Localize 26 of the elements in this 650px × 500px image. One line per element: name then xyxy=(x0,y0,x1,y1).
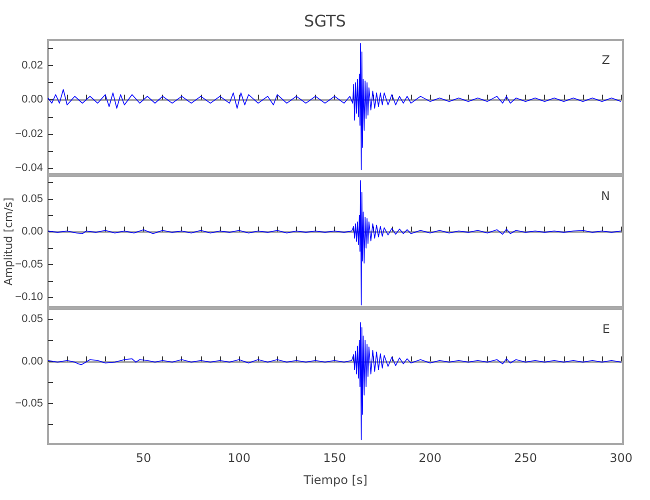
line-series xyxy=(48,43,622,170)
y-tick-label: −0.02 xyxy=(15,128,43,140)
y-tick-label: −0.10 xyxy=(15,291,43,304)
y-tick-label: 0.00 xyxy=(22,226,43,238)
y-tick-label: 0.00 xyxy=(22,355,43,368)
chart-title: SGTS xyxy=(304,12,346,30)
y-tick-label: −0.05 xyxy=(15,258,43,270)
y-axis-title: Amplitud [cm/s] xyxy=(2,198,15,286)
x-tick-label: 100 xyxy=(228,451,250,465)
y-tick-label: 0.00 xyxy=(22,94,43,106)
line-series xyxy=(48,322,622,440)
x-tick-label: 250 xyxy=(514,451,538,465)
x-tick-label: 50 xyxy=(136,451,152,465)
y-tick-label: −0.05 xyxy=(15,398,43,410)
line-series xyxy=(48,180,622,306)
y-tick-label: −0.04 xyxy=(15,162,43,174)
annotation: Z xyxy=(602,53,610,67)
y-tick-label: 0.02 xyxy=(22,60,43,72)
y-tick-label: 0.05 xyxy=(22,313,43,326)
y-tick-label: 0.05 xyxy=(22,192,43,205)
x-axis-title: Tiempo [s] xyxy=(302,473,368,487)
x-tick-label: 300 xyxy=(610,451,633,465)
x-tick-label: 150 xyxy=(323,451,346,465)
annotation: N xyxy=(601,189,610,203)
annotation: E xyxy=(602,322,610,336)
x-tick-label: 200 xyxy=(418,451,442,465)
